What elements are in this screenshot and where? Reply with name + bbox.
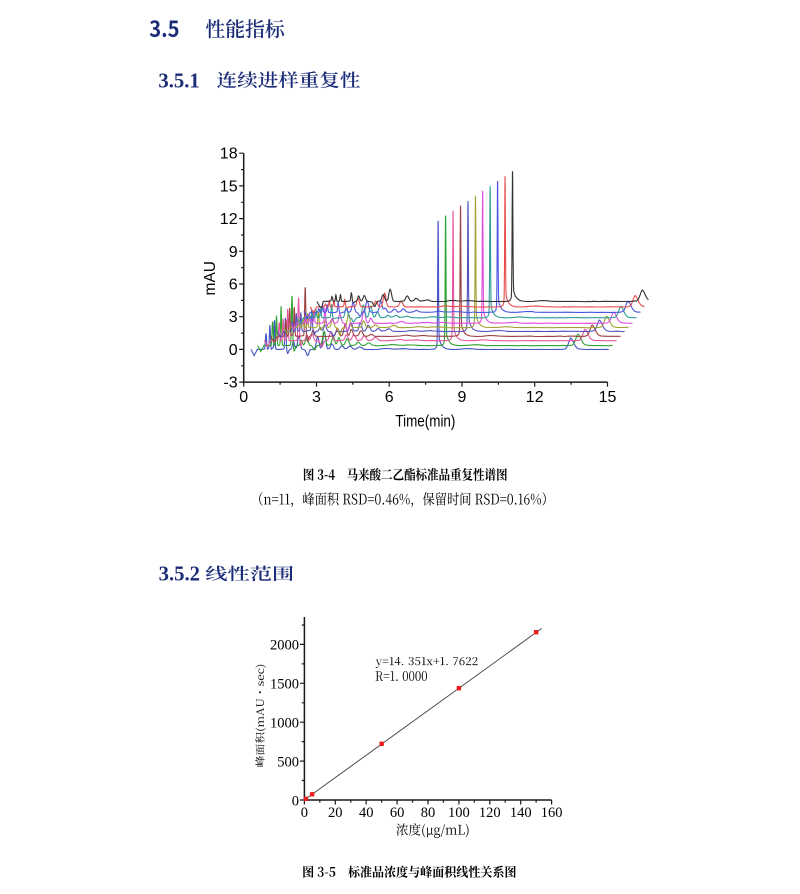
svg-text:mAU: mAU	[202, 261, 219, 295]
svg-text:0: 0	[292, 793, 299, 809]
svg-text:0: 0	[301, 805, 308, 821]
svg-text:Time(min): Time(min)	[395, 411, 455, 430]
svg-text:2000: 2000	[270, 638, 299, 654]
svg-text:100: 100	[448, 805, 470, 821]
svg-text:160: 160	[541, 805, 563, 821]
svg-text:6: 6	[385, 389, 394, 406]
svg-text:3: 3	[229, 309, 238, 326]
svg-text:3.5.2: 3.5.2	[159, 564, 200, 586]
svg-text:140: 140	[510, 805, 532, 821]
svg-text:3.5.1: 3.5.1	[158, 70, 199, 92]
svg-text:6: 6	[229, 277, 238, 294]
svg-text:3: 3	[312, 389, 321, 406]
svg-text:60: 60	[390, 805, 405, 821]
svg-text:1000: 1000	[270, 716, 299, 732]
svg-text:15: 15	[599, 389, 617, 406]
svg-text:40: 40	[359, 805, 374, 821]
svg-text:120: 120	[479, 805, 501, 821]
svg-text:12: 12	[220, 211, 238, 228]
svg-text:-3: -3	[223, 375, 237, 392]
svg-text:0: 0	[239, 389, 248, 406]
svg-text:500: 500	[277, 754, 299, 770]
svg-text:18: 18	[220, 146, 238, 163]
svg-text:9: 9	[229, 244, 238, 261]
svg-text:20: 20	[328, 805, 343, 821]
svg-text:9: 9	[458, 389, 467, 406]
svg-text:80: 80	[421, 805, 436, 821]
svg-text:1500: 1500	[270, 677, 299, 693]
svg-text:0: 0	[229, 342, 238, 359]
svg-text:12: 12	[526, 389, 544, 406]
svg-text:15: 15	[220, 178, 238, 195]
